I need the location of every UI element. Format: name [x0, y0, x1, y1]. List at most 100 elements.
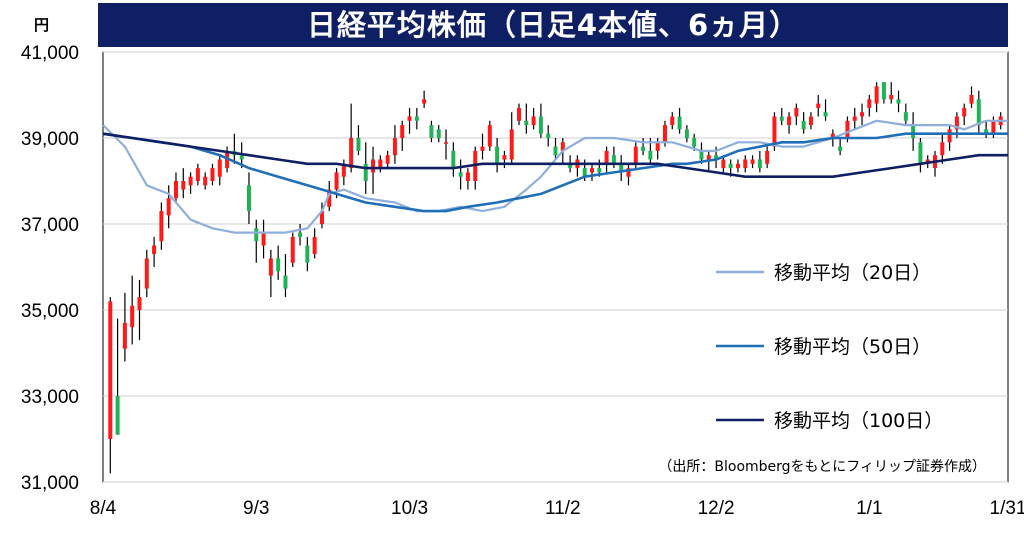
candle — [458, 159, 463, 190]
candle-body-up — [721, 159, 726, 169]
candle-body-up — [319, 211, 324, 224]
candle — [852, 107, 857, 130]
candle — [356, 125, 361, 156]
candle — [962, 103, 967, 126]
candle-body-up — [159, 211, 164, 242]
candle-body-up — [765, 150, 770, 164]
y-tick-label: 41,000 — [21, 43, 79, 64]
candle — [896, 90, 901, 113]
candle — [305, 236, 310, 272]
candle-body-up — [816, 103, 821, 108]
candle-body-down — [451, 150, 456, 169]
x-axis-ticks: 8/4 9/3 10/3 11/2 12/2 1/1 1/31 — [90, 498, 1024, 519]
candle — [400, 120, 405, 151]
candle-body-up — [860, 112, 865, 117]
candle — [860, 103, 865, 126]
legend: 移動平均（20日） 移動平均（50日） 移動平均（100日） — [716, 262, 943, 432]
candle — [414, 107, 419, 130]
candle — [735, 159, 740, 173]
legend-label: 移動平均（50日） — [774, 336, 931, 358]
candle — [889, 82, 894, 104]
ma-line-3 — [102, 132, 1008, 178]
candle — [312, 228, 317, 259]
candle — [743, 155, 748, 173]
candle — [487, 120, 492, 151]
candle — [509, 112, 514, 164]
candle-body-down — [641, 146, 646, 151]
candle-body-up — [480, 146, 485, 151]
candle — [319, 202, 324, 229]
candle-body-up — [991, 120, 996, 134]
candle — [246, 172, 251, 224]
moving-average-lines — [102, 119, 1008, 234]
ma-line-2 — [102, 132, 1008, 213]
candle — [436, 125, 441, 143]
candle — [903, 103, 908, 126]
candle-body-down — [414, 116, 419, 121]
candle — [684, 125, 689, 143]
candle — [641, 138, 646, 156]
candle-body-up — [334, 172, 339, 190]
candle-body-up — [261, 232, 266, 246]
candle — [969, 86, 974, 108]
candle-body-down — [714, 155, 719, 160]
candle-body-down — [283, 275, 288, 289]
candle — [451, 142, 456, 177]
candle — [385, 150, 390, 169]
candle-body-down — [699, 150, 704, 160]
candle — [787, 112, 792, 134]
candles — [108, 82, 1003, 474]
candle-body-up — [312, 236, 317, 255]
candle-body-up — [517, 107, 522, 121]
candle-body-up — [422, 99, 427, 104]
candle — [867, 95, 872, 117]
candle — [371, 146, 376, 194]
candle-body-up — [173, 181, 178, 199]
candle — [911, 112, 916, 151]
candle — [823, 99, 828, 121]
x-tick-label: 12/2 — [698, 498, 735, 519]
candle-body-down — [881, 82, 886, 100]
candle-body-up — [152, 245, 157, 255]
candle-body-up — [378, 159, 383, 169]
candle-body-down — [429, 125, 434, 138]
x-tick-label: 9/3 — [243, 498, 269, 519]
candle-body-down — [648, 150, 653, 160]
candle-body-down — [611, 155, 616, 164]
candle-body-up — [830, 133, 835, 138]
y-tick-label: 37,000 — [21, 215, 79, 236]
candle-body-up — [407, 116, 412, 121]
candle-body-up — [633, 146, 638, 164]
candle — [152, 236, 157, 267]
candle — [670, 112, 675, 130]
candle — [677, 107, 682, 134]
candle — [137, 279, 142, 341]
candle-body-up — [560, 142, 565, 151]
x-tick-label: 10/3 — [391, 498, 428, 519]
candle — [195, 163, 200, 186]
candle-body-up — [889, 95, 894, 100]
candle — [794, 103, 799, 126]
candle — [874, 82, 879, 113]
candle — [940, 133, 945, 164]
candle — [378, 155, 383, 173]
candle-body-down — [779, 116, 784, 121]
candle-body-down — [546, 133, 551, 138]
candle-body-down — [276, 258, 281, 272]
candle — [173, 172, 178, 203]
x-tick-label: 8/4 — [90, 498, 117, 519]
candle — [538, 103, 543, 138]
candle — [203, 172, 208, 190]
candle-body-down — [677, 116, 682, 130]
candle-body-up — [385, 155, 390, 164]
chart-title: 日経平均株価（日足4本値、6ヵ月） — [98, 3, 1008, 47]
candle-body-down — [976, 99, 981, 126]
candle-body-up — [188, 176, 193, 186]
candle — [444, 129, 449, 160]
y-axis-ticks: 31,000 33,000 35,000 37,000 39,000 41,000 — [21, 43, 79, 494]
candle-body-up — [604, 150, 609, 164]
candle-body-up — [130, 305, 135, 328]
candle-body-down — [538, 116, 543, 134]
candle-body-down — [801, 120, 806, 130]
